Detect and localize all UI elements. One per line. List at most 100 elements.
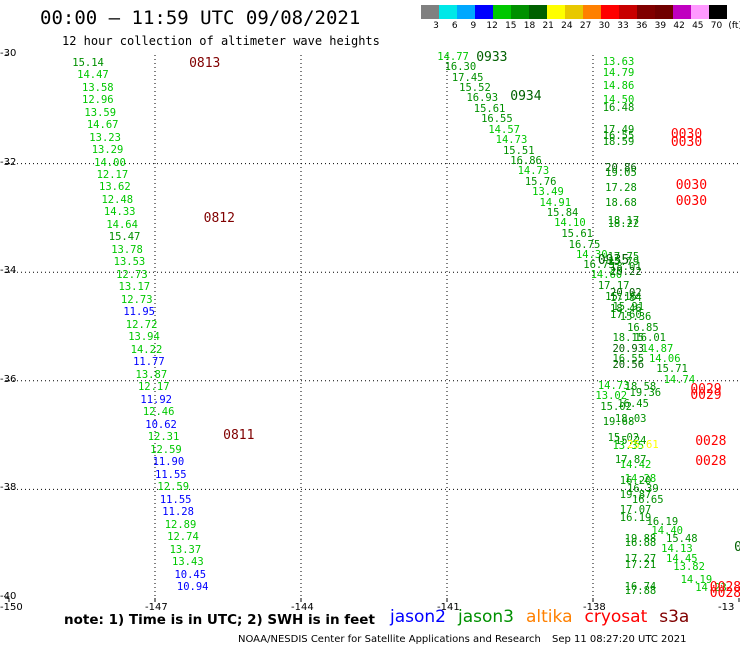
swh-observation: 15.76: [524, 176, 557, 189]
swh-observation: 14.60: [590, 269, 623, 282]
lat-tick-label: -30: [0, 48, 17, 59]
swh-observation: 16.55: [481, 113, 513, 126]
color-scale: [421, 5, 727, 19]
scale-label: 45: [692, 21, 704, 31]
swh-observation: 14.79: [602, 66, 635, 79]
swh-observation: 13.37: [169, 543, 202, 556]
swh-observation: 18.17: [607, 214, 640, 227]
swh-observation: 20.22: [610, 266, 642, 279]
swh-observation: 13.82: [673, 560, 705, 573]
swh-observation: 13.78: [111, 243, 143, 256]
lon-tick-label: -13: [718, 602, 735, 613]
swh-observation: 14.50: [602, 93, 635, 106]
scale-swatch: [583, 5, 601, 19]
swh-observation: 14.40: [651, 524, 683, 537]
swh-observation: 11.28: [162, 506, 194, 519]
swh-observation: 13.94: [128, 331, 160, 344]
swh-observation: 14.19: [680, 573, 713, 586]
scale-swatch: [511, 5, 529, 19]
swh-observation: 16.74: [624, 581, 657, 594]
swh-observation: 14.33: [103, 206, 136, 219]
time-label: 0934: [510, 88, 542, 104]
swh-observation: 14.73: [597, 380, 630, 393]
swh-observation: 13.63: [602, 55, 635, 68]
scale-swatch: [691, 5, 709, 19]
scale-swatch: [493, 5, 511, 19]
scale-label: 18: [523, 21, 536, 31]
swh-observation: 14.22: [130, 343, 163, 356]
swh-observation: 11.55: [159, 493, 192, 506]
swh-observation: 12.31: [147, 431, 180, 444]
time-label: 0935: [597, 253, 630, 269]
swh-observation: 17.75: [607, 250, 640, 263]
swh-observation: 16.39: [627, 483, 659, 496]
scale-label: 33: [617, 21, 629, 31]
swh-observation: 14.57: [488, 123, 520, 136]
swh-observation: 12.17: [137, 381, 170, 394]
swh-observation: 13.17: [118, 281, 151, 294]
legend-jason3: jason3: [458, 607, 514, 627]
swh-observation: 14.00: [94, 156, 126, 169]
swh-observation: 14.87: [641, 342, 674, 355]
scale-swatch: [673, 5, 691, 19]
swh-observation: 12.17: [96, 169, 129, 181]
lat-tick-label: -34: [0, 265, 17, 277]
time-label: 0028: [695, 453, 727, 469]
swh-observation: 12.96: [82, 94, 114, 107]
swh-observation: 13.59: [84, 106, 117, 119]
swh-observation: 16.65: [631, 494, 664, 507]
swh-observation: 19.68: [602, 415, 635, 428]
swh-observation: 14.73: [495, 134, 528, 147]
swh-observation: 14.28: [624, 472, 657, 485]
swh-observation: 13.62: [99, 181, 131, 194]
swh-observation: 18.01: [610, 260, 642, 273]
swh-observation: 14.86: [602, 79, 635, 92]
scale-label: 15: [505, 21, 517, 31]
swh-observation: 12.48: [101, 193, 134, 206]
swh-observation: 15.36: [619, 311, 652, 324]
swh-observation: 10.62: [145, 418, 177, 431]
swh-observation: 16.55: [602, 130, 635, 143]
swh-observation: 17.84: [610, 292, 642, 305]
lat-tick-label: -40: [0, 591, 17, 602]
swh-observation: 12.59: [150, 443, 182, 456]
swh-observation: 11.92: [140, 393, 172, 406]
swh-observation: 17.49: [602, 123, 635, 136]
swh-observation: 16.93: [466, 92, 499, 105]
time-label: 093: [734, 539, 740, 555]
grid-lines: [5, 54, 740, 602]
swh-observation: 15.61: [561, 228, 593, 241]
swh-observation: 13.87: [135, 368, 168, 381]
time-label: 0813: [189, 55, 221, 71]
swh-observation: 19.87: [619, 488, 652, 501]
time-label: 0030: [670, 134, 703, 150]
swh-observation: 15.91: [612, 300, 645, 313]
swh-observation: 19.36: [629, 386, 662, 399]
swh-observation: 19.88: [624, 533, 657, 546]
swh-observation: 14.10: [554, 217, 586, 230]
swh-observation: 14.67: [86, 119, 119, 132]
swh-observation: 15.51: [502, 144, 535, 157]
swh-observation: 16.55: [612, 353, 645, 366]
swh-observation: 15.02: [600, 400, 632, 413]
scale-swatch: [529, 5, 547, 19]
swh-observation: 11.95: [123, 306, 155, 319]
swh-observation: 16.30: [444, 60, 477, 73]
time-label: 0030: [675, 193, 708, 209]
legend-cryosat: cryosat: [584, 607, 648, 627]
swh-observation: 18.22: [607, 218, 640, 231]
scale-label: 36: [635, 21, 648, 31]
credit-line: NOAA/NESDIS Center for Satellite Applica…: [238, 634, 541, 645]
swh-observation: 13.02: [595, 390, 628, 402]
swh-observation: 17.88: [624, 585, 657, 598]
scale-label: 24: [561, 21, 573, 31]
swh-observation: 10.45: [174, 568, 207, 581]
swh-observation: 18.03: [614, 412, 647, 425]
swh-observation: 13.23: [89, 131, 121, 144]
swh-observation: 14.77: [437, 50, 469, 63]
swh-observation: 18.46: [610, 303, 642, 316]
swh-observation: 13.35: [612, 439, 645, 452]
swh-observation: 14.64: [106, 218, 138, 231]
swh-observation: 11.55: [155, 468, 187, 481]
